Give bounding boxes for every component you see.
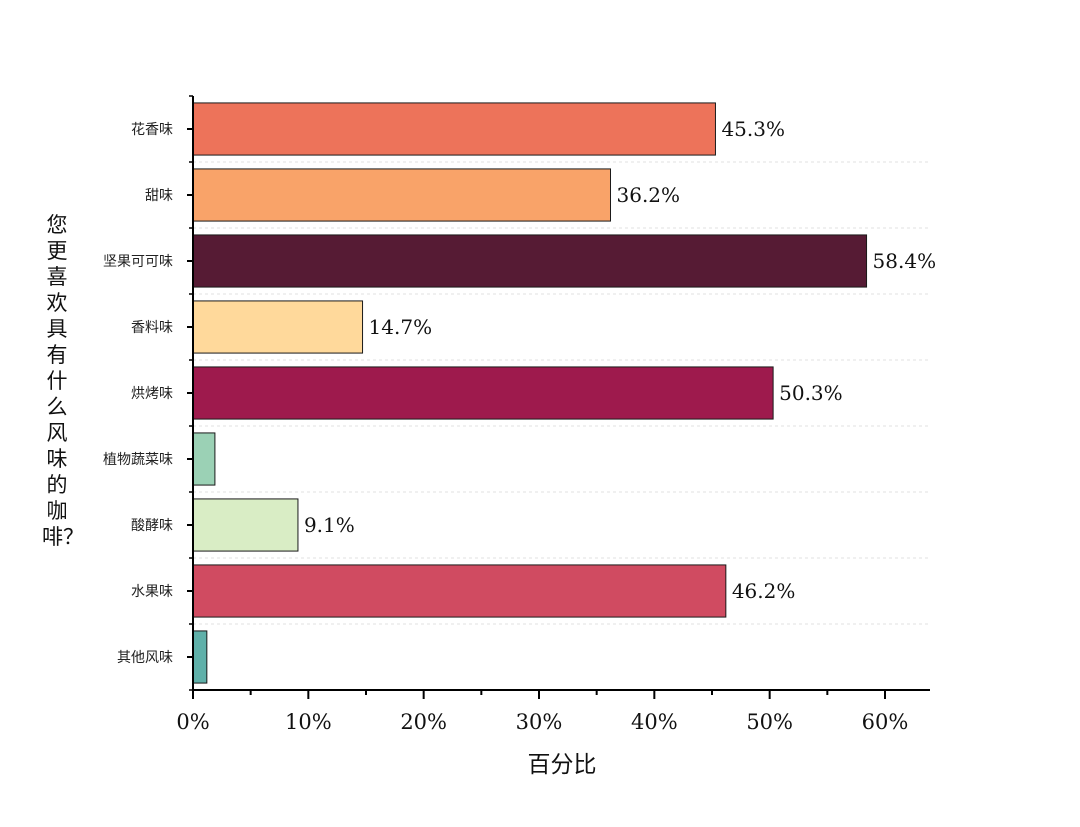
category-label: 甜味: [145, 188, 173, 204]
category-label: 坚果可可味: [103, 254, 173, 270]
bar-value-label: 46.2%: [732, 579, 796, 603]
bar: [192, 366, 774, 420]
x-tick-label: 60%: [862, 710, 909, 734]
bar: [192, 564, 727, 618]
category-label: 香料味: [131, 320, 173, 336]
bar-value-label: 14.7%: [369, 315, 433, 339]
category-label: 花香味: [131, 122, 173, 138]
bar: [192, 498, 299, 552]
grid-lines: [193, 161, 930, 625]
x-tick-label: 40%: [631, 710, 678, 734]
x-axis-title: 百分比: [528, 752, 597, 778]
x-tick-label: 20%: [400, 710, 447, 734]
y-axis-title: 您更喜欢具有什么风味的咖啡？: [42, 213, 84, 549]
category-label: 植物蔬菜味: [103, 452, 173, 468]
category-label: 酸酵味: [131, 518, 173, 534]
bar: [192, 102, 716, 156]
bar-value-label: 9.1%: [304, 513, 355, 537]
bar: [192, 234, 868, 288]
x-tick-label: 0%: [176, 710, 209, 734]
bar: [192, 432, 216, 486]
bar-value-label: 36.2%: [617, 183, 681, 207]
category-label: 水果味: [131, 584, 173, 600]
x-tick-label: 30%: [516, 710, 563, 734]
x-tick-label: 50%: [746, 710, 793, 734]
category-label: 其他风味: [117, 650, 173, 666]
bar: [192, 168, 612, 222]
bars: 45.3% 36.2% 58.4% 14.7% 50.3% 9.1% 46.2%: [192, 102, 937, 684]
bar-value-label: 50.3%: [779, 381, 843, 405]
bar: [192, 300, 364, 354]
bar-value-label: 58.4%: [873, 249, 937, 273]
bar: [192, 630, 208, 684]
x-tick-label: 10%: [285, 710, 332, 734]
category-label: 烘烤味: [131, 386, 173, 402]
bar-value-label: 45.3%: [721, 117, 785, 141]
